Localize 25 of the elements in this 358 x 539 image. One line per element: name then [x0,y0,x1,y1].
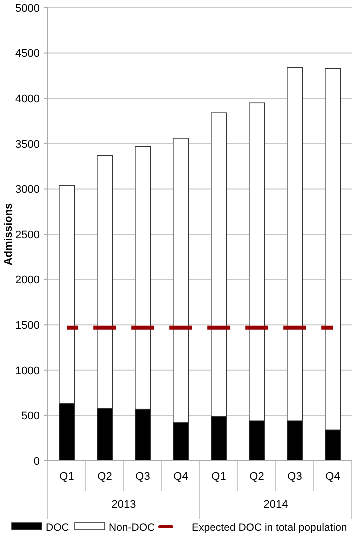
y-tick-label: 1500 [16,320,40,332]
y-tick-label: 3000 [16,184,40,196]
x-tick-label: Q4 [326,471,340,483]
y-axis-title: Admissions [3,203,15,266]
x-tick-label: Q3 [136,471,150,483]
y-tick-label: 500 [22,410,40,423]
x-tick-label: Q4 [174,471,188,483]
x-tick-label: Q2 [250,471,264,483]
y-tick-label: 3500 [16,138,40,151]
y-tick-label: 2500 [16,229,40,242]
text: 2013 [112,499,136,511]
y-tick-label: 4500 [16,48,40,60]
legend-label: Non-DOC [109,522,156,534]
x-tick-label: Q1 [60,471,74,483]
y-tick-label: 2000 [16,274,40,287]
y-tick-label: 5000 [16,2,40,15]
y-tick-label: 0 [34,456,40,468]
legend-label: DOC [46,522,70,534]
x-tick-label: Q2 [98,471,112,483]
y-tick-label: 4000 [16,93,40,106]
legend-label: Expected DOC in total population [192,522,348,534]
text: 2014 [264,499,288,511]
x-tick-label: Q3 [288,471,302,483]
x-tick-label: Q1 [212,471,226,483]
y-tick-label: 1000 [16,365,40,378]
